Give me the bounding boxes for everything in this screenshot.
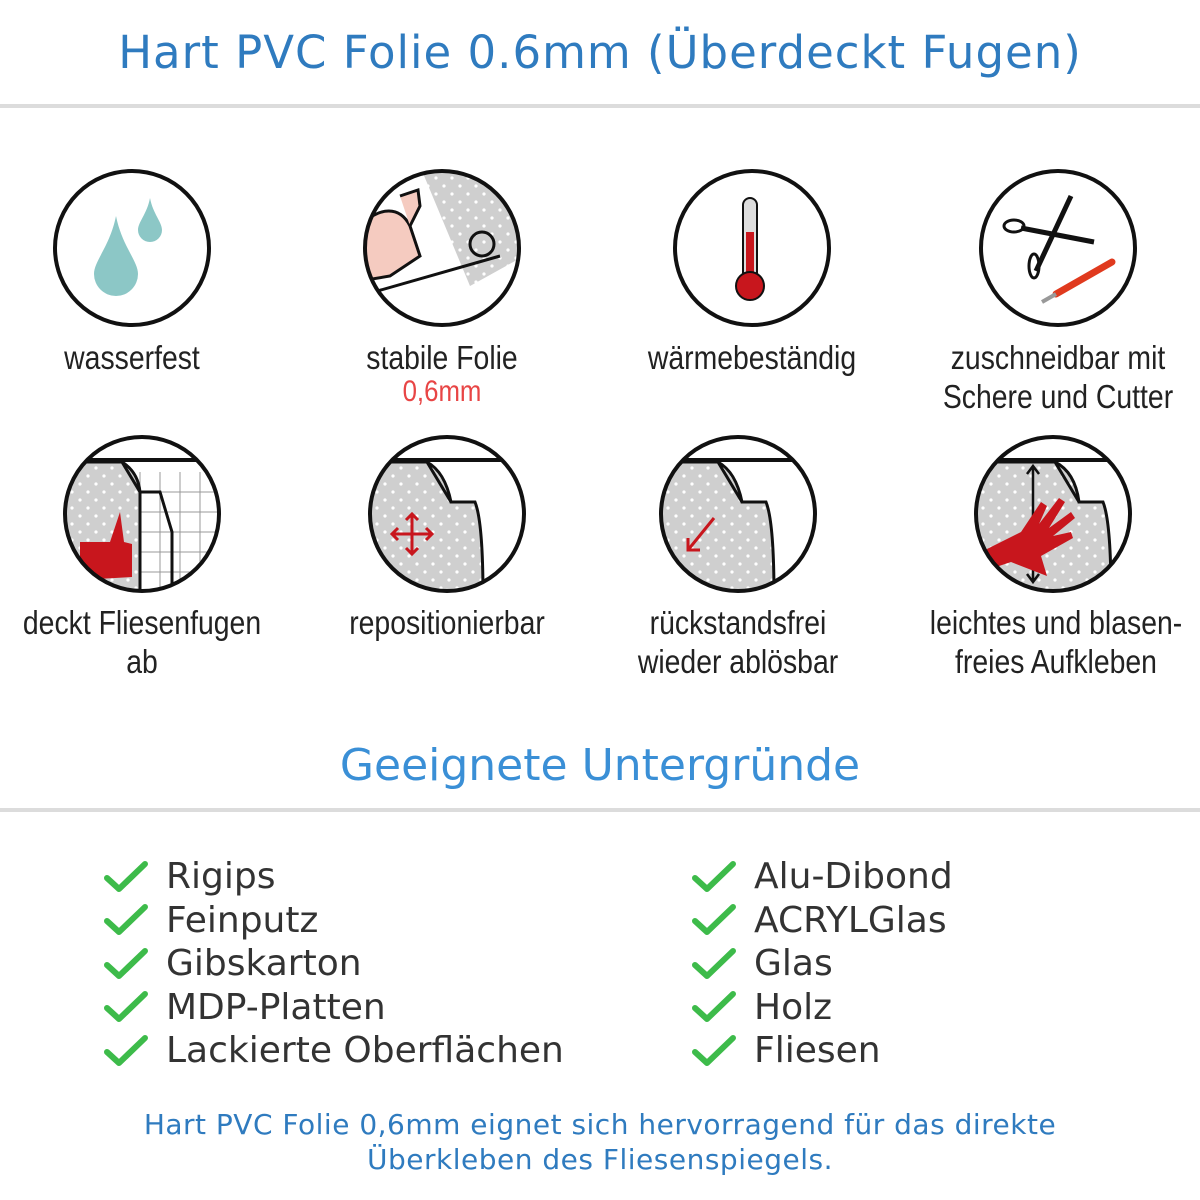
check-icon [104, 1034, 148, 1068]
strong-arm-icon [363, 169, 521, 327]
list-item: Glas [692, 942, 953, 986]
footer-note: Hart PVC Folie 0,6mm eignet sich hervorr… [0, 1107, 1200, 1177]
footer-line: Hart PVC Folie 0,6mm eignet sich hervorr… [143, 1108, 1057, 1141]
divider [0, 808, 1200, 812]
check-icon [692, 1034, 736, 1068]
feature-label: rückstandsfrei wieder ablösbar [609, 603, 867, 681]
feature-label: repositionierbar [349, 604, 545, 641]
list-item: Lackierte Oberflächen [104, 1029, 564, 1073]
surface-list-left: Rigips Feinputz Gibskarton MDP-Platten L… [104, 855, 564, 1073]
list-item-label: Glas [754, 943, 833, 985]
feature-label-line: freies Aufkleben [955, 643, 1157, 680]
page-title: Hart PVC Folie 0.6mm (Überdeckt Fugen) [118, 26, 1082, 79]
check-icon [104, 903, 148, 937]
feature-label: stabile Folie 0,6mm [313, 338, 571, 407]
list-item: Gibskarton [104, 942, 564, 986]
feature-label: deckt Fliesenfugen ab [22, 604, 262, 680]
check-icon [104, 860, 148, 894]
check-icon [692, 903, 736, 937]
list-item-label: Holz [754, 986, 832, 1028]
feature-label-line: wieder ablösbar [637, 643, 839, 680]
list-item-label: Rigips [166, 856, 276, 898]
hand-smoothing-icon [974, 435, 1132, 593]
check-icon [692, 990, 736, 1024]
water-drops-icon [53, 169, 211, 327]
surface-list-right: Alu-Dibond ACRYLGlas Glas Holz Fliesen [692, 855, 953, 1073]
peel-arrow-icon [659, 435, 817, 593]
check-icon [104, 990, 148, 1024]
list-item-label: Fliesen [754, 1030, 881, 1072]
list-item: Rigips [104, 855, 564, 899]
list-item-label: Feinputz [166, 899, 319, 941]
feature-label-line: zuschneidbar mit [950, 339, 1166, 376]
footer-line: Überkleben des Fliesenspiegels. [367, 1143, 833, 1176]
list-item-label: Lackierte Oberflächen [166, 1030, 564, 1072]
list-item: Fliesen [692, 1029, 953, 1073]
feature-label-line: rückstandsfrei [649, 604, 827, 641]
section-heading: Geeignete Untergründe [339, 740, 861, 791]
check-icon [692, 947, 736, 981]
check-icon [104, 947, 148, 981]
feature-label: wasserfest [64, 339, 200, 376]
list-item: Holz [692, 986, 953, 1030]
feature-label: wärmebeständig [647, 339, 857, 376]
list-item: MDP-Platten [104, 986, 564, 1030]
feature-label-line: leichtes und blasen- [929, 604, 1183, 641]
divider [0, 104, 1200, 108]
feature-label-line: Schere und Cutter [942, 378, 1174, 415]
thumbs-up-tiles-icon [63, 435, 221, 593]
check-icon [692, 860, 736, 894]
list-item-label: ACRYLGlas [754, 899, 947, 941]
feature-label-text: stabile Folie [366, 339, 518, 376]
feature-label: leichtes und blasen- freies Aufkleben [927, 603, 1185, 681]
feature-label: zuschneidbar mit Schere und Cutter [929, 338, 1187, 416]
scissors-cutter-icon [979, 169, 1137, 327]
move-arrows-icon [368, 435, 526, 593]
thickness-highlight: 0,6mm [402, 375, 482, 408]
list-item: Feinputz [104, 899, 564, 943]
list-item-label: Gibskarton [166, 943, 362, 985]
list-item: Alu-Dibond [692, 855, 953, 899]
list-item-label: MDP-Platten [166, 986, 386, 1028]
list-item-label: Alu-Dibond [754, 856, 953, 898]
thermometer-icon [673, 169, 831, 327]
list-item: ACRYLGlas [692, 899, 953, 943]
